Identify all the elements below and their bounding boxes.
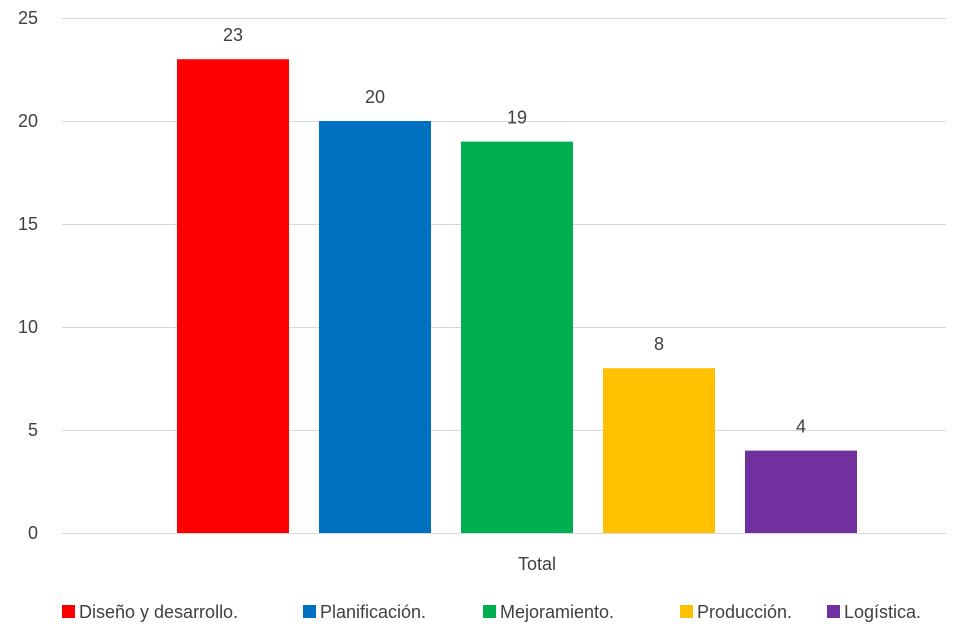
legend-label: Producción. [697,602,792,622]
bar-1 [177,59,289,533]
bar-2 [319,121,431,533]
legend-label: Diseño y desarrollo. [79,602,238,622]
data-label-4: 8 [654,334,664,354]
legend-item-2: Planificación. [303,602,426,622]
data-label-1: 23 [223,25,243,45]
y-tick-label-15: 15 [18,214,38,234]
legend-swatch [483,605,496,618]
legend-label: Mejoramiento. [500,602,614,622]
bar-3 [461,141,573,533]
x-axis-category-labels: Total [518,554,556,574]
legend-item-4: Producción. [680,602,792,622]
bars [177,59,857,533]
legend-swatch [827,605,840,618]
data-labels: 23 20 19 8 4 [223,25,806,436]
data-label-2: 20 [365,87,385,107]
y-axis-tick-labels: 0 5 10 15 20 25 [18,8,38,543]
y-tick-label-5: 5 [28,420,38,440]
bar-4 [603,368,715,533]
y-tick-label-25: 25 [18,8,38,28]
legend-label: Planificación. [320,602,426,622]
legend: Diseño y desarrollo. Planificación. Mejora… [62,602,921,622]
bar-5 [745,450,857,533]
x-category-label: Total [518,554,556,574]
y-tick-label-10: 10 [18,317,38,337]
legend-item-5: Logística. [827,602,921,622]
legend-label: Logística. [844,602,921,622]
legend-item-3: Mejoramiento. [483,602,614,622]
data-label-5: 4 [796,417,806,437]
legend-swatch [62,605,75,618]
legend-item-1: Diseño y desarrollo. [62,602,238,622]
y-tick-label-20: 20 [18,111,38,131]
legend-swatch [303,605,316,618]
legend-swatch [680,605,693,618]
data-label-3: 19 [507,108,527,128]
y-tick-label-0: 0 [28,523,38,543]
